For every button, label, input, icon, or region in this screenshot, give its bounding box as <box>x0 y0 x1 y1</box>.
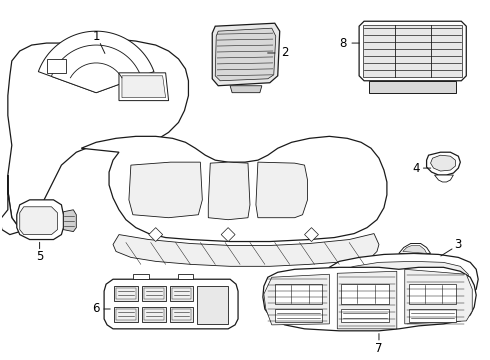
Polygon shape <box>409 284 456 304</box>
Polygon shape <box>81 136 387 242</box>
Polygon shape <box>212 23 280 86</box>
Polygon shape <box>359 21 466 81</box>
Polygon shape <box>264 274 329 325</box>
Polygon shape <box>275 284 322 304</box>
Text: 5: 5 <box>36 250 43 263</box>
Polygon shape <box>172 309 192 320</box>
Polygon shape <box>116 288 136 299</box>
Polygon shape <box>325 253 478 301</box>
Polygon shape <box>63 210 76 231</box>
Polygon shape <box>215 28 276 81</box>
Polygon shape <box>142 286 166 301</box>
Polygon shape <box>20 207 57 235</box>
Polygon shape <box>435 175 453 182</box>
Text: 6: 6 <box>93 302 100 315</box>
Polygon shape <box>38 31 154 93</box>
Polygon shape <box>263 267 476 331</box>
Polygon shape <box>305 228 318 242</box>
Polygon shape <box>341 309 389 322</box>
Polygon shape <box>197 286 228 324</box>
Polygon shape <box>51 45 141 93</box>
Polygon shape <box>409 309 456 322</box>
Polygon shape <box>144 309 164 320</box>
Polygon shape <box>129 162 202 218</box>
Polygon shape <box>403 246 427 253</box>
Polygon shape <box>369 81 456 93</box>
Polygon shape <box>17 200 63 239</box>
Polygon shape <box>221 228 235 242</box>
Polygon shape <box>170 286 194 301</box>
Polygon shape <box>144 288 164 299</box>
Polygon shape <box>142 307 166 322</box>
Polygon shape <box>177 274 194 279</box>
Polygon shape <box>230 86 262 93</box>
Polygon shape <box>113 234 379 266</box>
Polygon shape <box>399 243 431 253</box>
Text: 2: 2 <box>281 46 289 59</box>
Polygon shape <box>116 309 136 320</box>
Polygon shape <box>363 25 462 77</box>
Polygon shape <box>427 152 460 175</box>
Polygon shape <box>104 279 238 329</box>
Polygon shape <box>122 76 166 98</box>
Polygon shape <box>431 155 455 171</box>
Polygon shape <box>275 309 322 322</box>
Polygon shape <box>172 288 192 299</box>
Polygon shape <box>208 162 250 220</box>
Text: 1: 1 <box>93 30 100 42</box>
Polygon shape <box>0 175 32 235</box>
Text: 3: 3 <box>455 238 462 251</box>
Polygon shape <box>149 228 163 242</box>
Polygon shape <box>331 261 468 295</box>
Text: 8: 8 <box>340 37 347 50</box>
Polygon shape <box>341 284 389 304</box>
Polygon shape <box>337 271 397 329</box>
Polygon shape <box>114 286 138 301</box>
Text: 4: 4 <box>412 162 419 175</box>
Polygon shape <box>119 73 169 100</box>
Polygon shape <box>256 162 308 218</box>
Polygon shape <box>133 274 149 279</box>
Polygon shape <box>170 307 194 322</box>
Polygon shape <box>114 307 138 322</box>
Polygon shape <box>405 269 472 324</box>
Polygon shape <box>47 59 66 73</box>
Polygon shape <box>8 39 189 228</box>
Text: 7: 7 <box>375 342 383 355</box>
